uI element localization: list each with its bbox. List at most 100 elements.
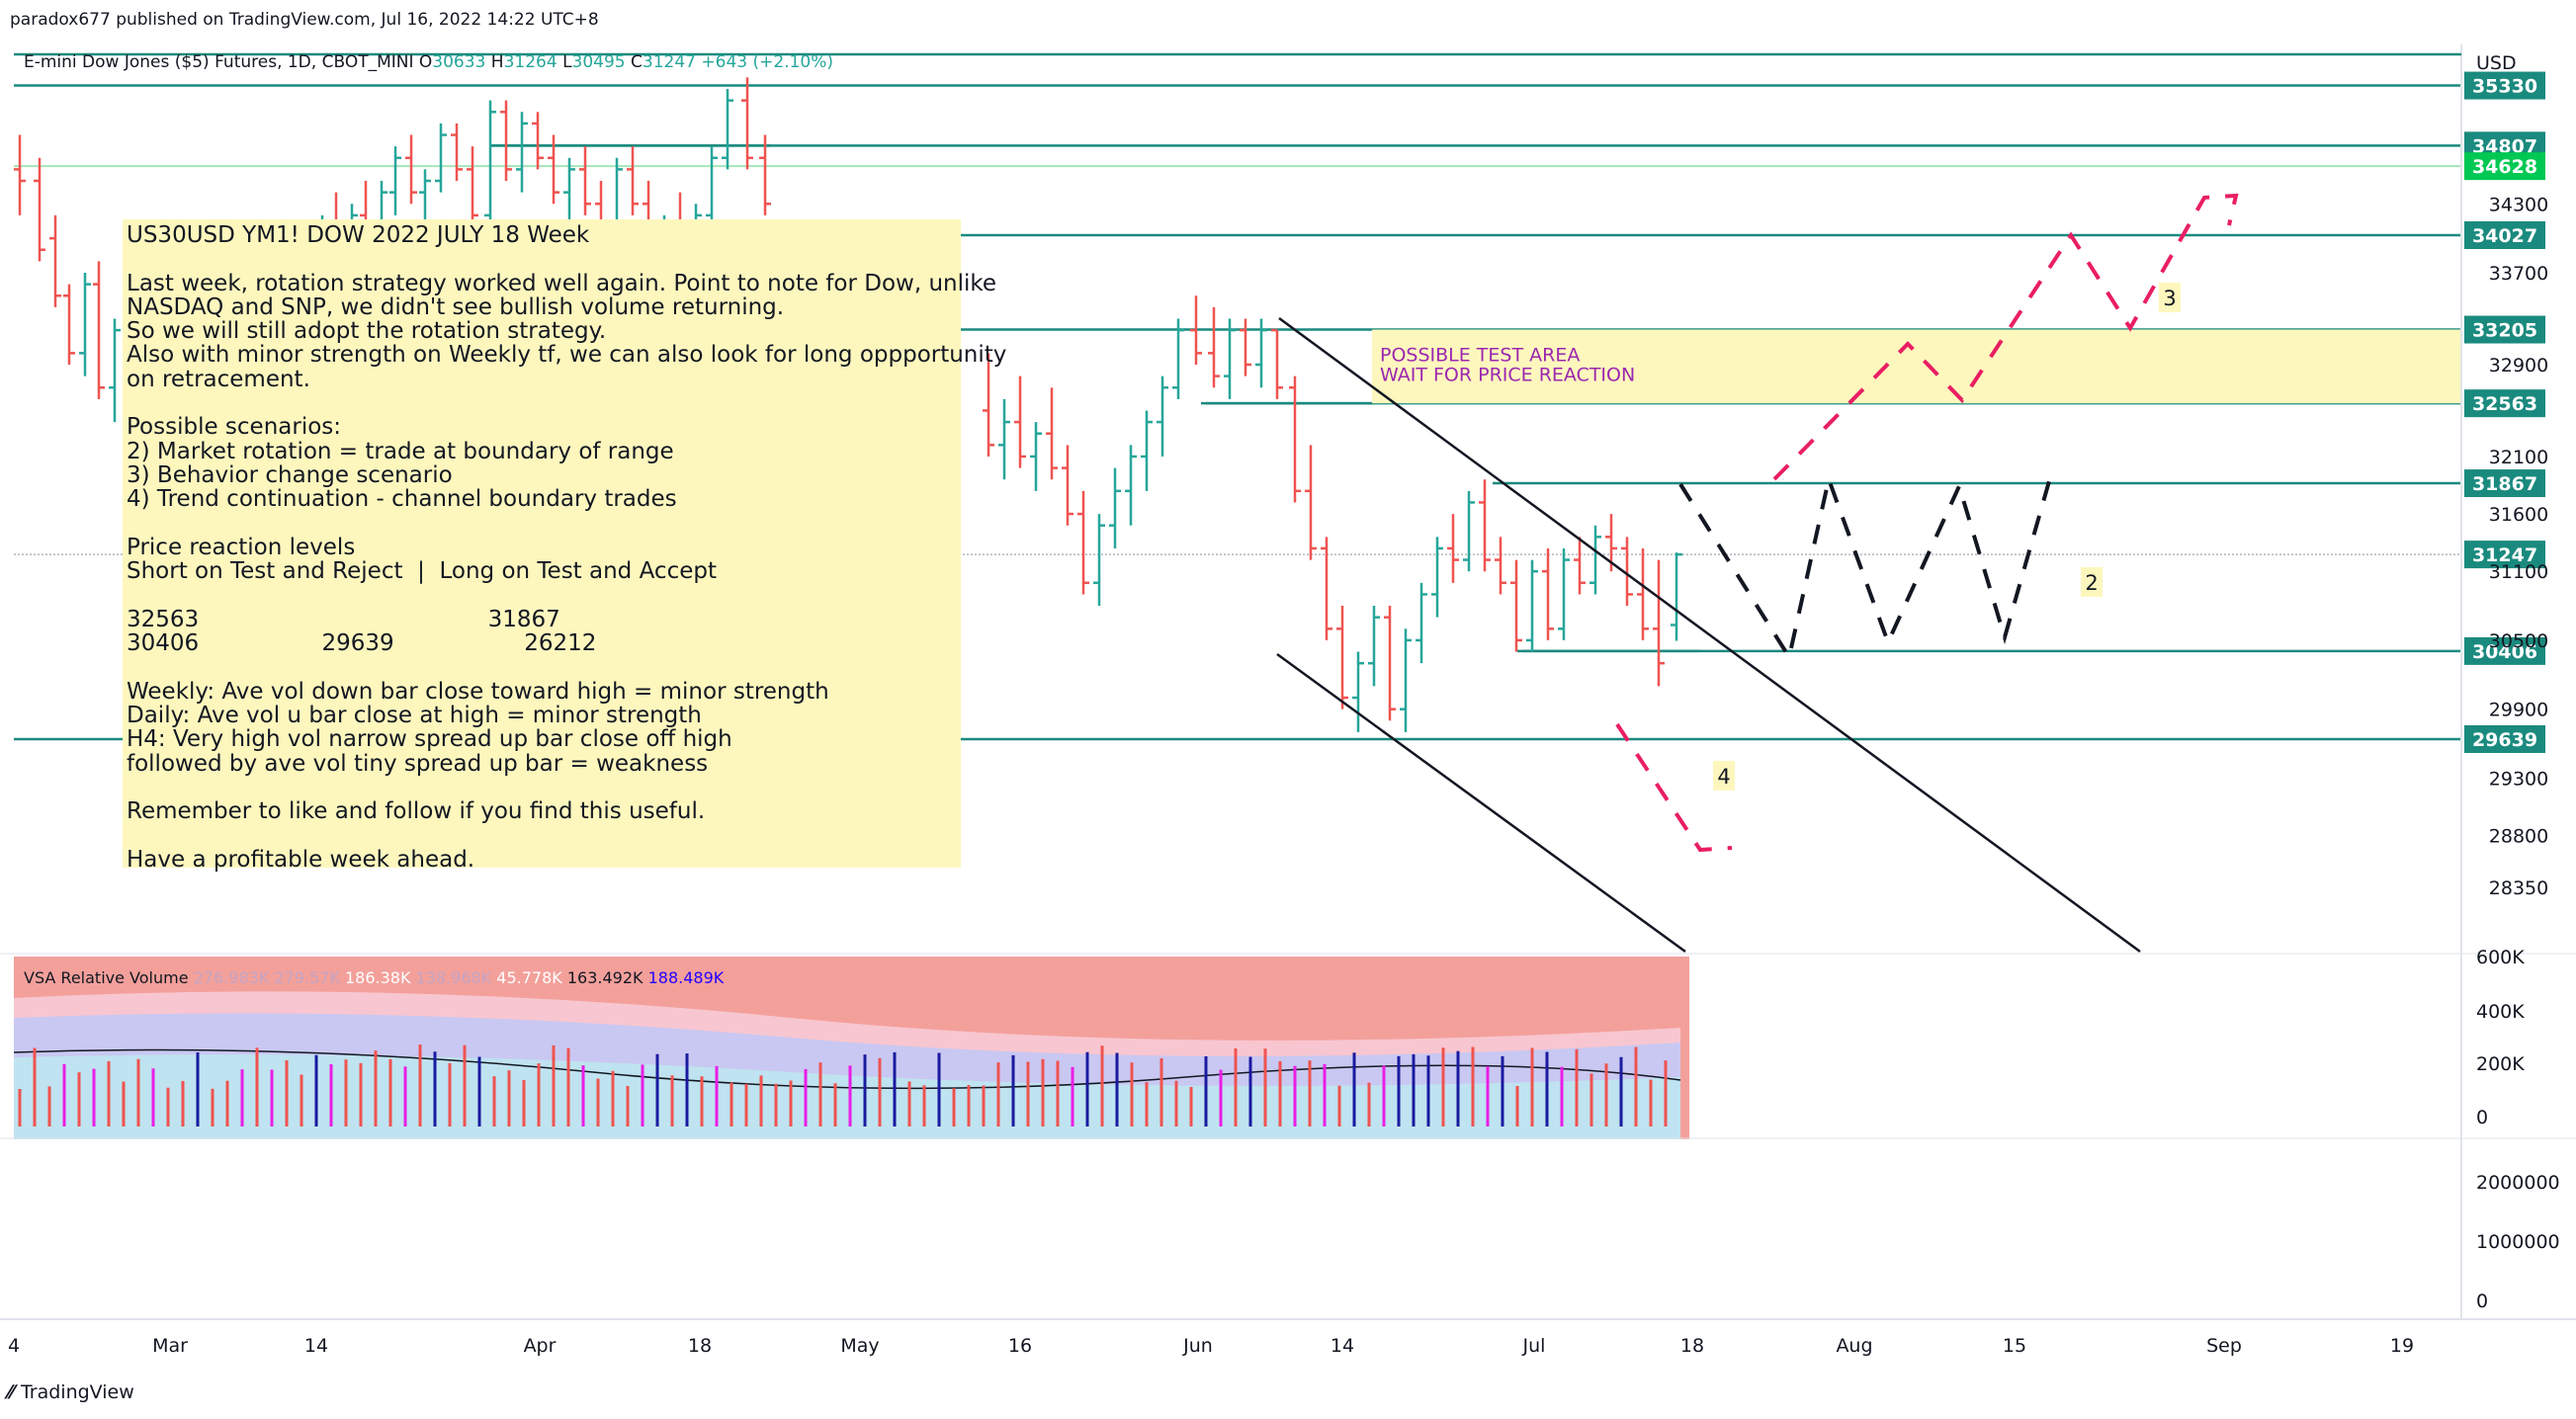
test-area-subtitle: WAIT FOR PRICE REACTION xyxy=(1380,365,1635,386)
scenario-2-path xyxy=(1678,471,2053,663)
price-level-label: 31247 xyxy=(2472,544,2537,566)
tradingview-footer[interactable]: ⁄⁄ TradingView xyxy=(8,1381,134,1403)
ohlc-bar xyxy=(1336,606,1348,710)
ohlc-bar xyxy=(1109,467,1121,548)
note-line: on retracement. xyxy=(127,366,310,392)
test-area-title: POSSIBLE TEST AREA xyxy=(1380,345,1580,367)
ohlc-bar xyxy=(1479,479,1491,572)
ohlc-bar xyxy=(998,398,1010,480)
price-level-badge xyxy=(2464,636,2545,665)
ohlc-bar xyxy=(451,123,463,182)
ohlc-bar xyxy=(484,100,496,227)
ohlc-bar xyxy=(1368,606,1380,687)
ohlc-bar xyxy=(1653,559,1665,687)
ohlc-bar xyxy=(389,146,401,215)
ohlc-bar xyxy=(79,273,91,376)
ohlc-bar xyxy=(1093,514,1105,607)
ohlc-bar xyxy=(1208,306,1220,388)
note-line: NASDAQ and SNP, we didn't see bullish vo… xyxy=(127,293,785,320)
ohlc-bar xyxy=(1671,552,1682,641)
volume-tick-label: 200K xyxy=(2476,1053,2525,1075)
note-line: Possible scenarios: xyxy=(127,414,342,441)
price-tick-label: 31100 xyxy=(2489,561,2548,583)
note-line xyxy=(127,583,961,607)
note-line: 4) Trend continuation - channel boundary… xyxy=(127,486,677,513)
price-level-label: 29639 xyxy=(2472,729,2537,751)
ohlc-bar xyxy=(1240,318,1251,376)
ohlc-bar xyxy=(706,146,718,227)
time-tick-label: 19 xyxy=(2390,1335,2414,1357)
ohlc-bar xyxy=(1510,559,1522,652)
ohlc-bar xyxy=(627,146,639,215)
ohlc-bar xyxy=(1190,295,1202,365)
time-tick-label: Jul xyxy=(1522,1335,1546,1357)
ohlc-bar xyxy=(1574,537,1586,595)
ohlc-bar xyxy=(1526,559,1538,652)
lower-tick-label: 1000000 xyxy=(2476,1231,2560,1253)
price-level-badge xyxy=(2464,469,2545,498)
ohlc-bar xyxy=(1157,376,1168,457)
note-line: Weekly: Ave vol down bar close toward hi… xyxy=(127,678,829,705)
ohlc-bar xyxy=(1224,318,1236,399)
ohlc-bar xyxy=(1321,537,1332,640)
price-level-label: 35330 xyxy=(2472,76,2537,98)
ohlc-bar xyxy=(1637,547,1649,640)
test-area-box xyxy=(1372,329,2461,404)
price-level-badge xyxy=(2464,725,2545,753)
ohlc-bar xyxy=(1384,606,1396,721)
symbol-title: E-mini Dow Jones ($5) Futures, 1D, CBOT_… xyxy=(24,52,833,72)
volume-tick-label: 400K xyxy=(2476,1001,2525,1023)
ohlc-bar xyxy=(1172,318,1184,399)
ohlc-bar xyxy=(1289,376,1301,503)
ohlc-bar xyxy=(1621,537,1633,607)
ohlc-bar xyxy=(1030,422,1042,491)
scenario-label: 2 xyxy=(2085,571,2098,595)
ohlc-bar xyxy=(983,353,994,457)
price-level-badge xyxy=(2464,71,2545,100)
trend-channel xyxy=(1276,316,2141,954)
note-line xyxy=(127,776,961,799)
ohlc-bar xyxy=(1400,628,1412,732)
time-tick-label: 18 xyxy=(1680,1335,1704,1357)
ohlc-bar xyxy=(516,112,528,193)
ohlc-bar xyxy=(14,134,26,215)
volume-tick-label: 600K xyxy=(2476,947,2525,968)
price-tick-label: 28350 xyxy=(2489,877,2548,899)
time-tick-label: 18 xyxy=(688,1335,712,1357)
scenario-label-bg xyxy=(2159,283,2181,312)
ohlc-bar xyxy=(1463,490,1475,572)
note-line xyxy=(127,655,961,679)
ohlc-bar xyxy=(49,214,61,307)
note-line: 2) Market rotation = trade at boundary o… xyxy=(127,438,674,464)
channel-lower-line xyxy=(1276,652,1686,954)
note-line: Short on Test and Reject | Long on Test … xyxy=(127,558,717,585)
ohlc-bar xyxy=(563,157,575,227)
price-tick-label: 28800 xyxy=(2489,826,2548,848)
volume-legend: VSA Relative Volume 276.983K 279.57K 186… xyxy=(24,968,725,987)
note-line xyxy=(127,391,961,415)
tradingview-logo-icon: ⁄⁄ xyxy=(8,1381,21,1403)
price-tick-label: 31600 xyxy=(2489,504,2548,526)
ohlc-bar xyxy=(467,146,478,227)
time-tick-label: 4 xyxy=(8,1335,20,1357)
ohlc-bar xyxy=(93,261,105,399)
price-level-label: 30406 xyxy=(2472,641,2537,663)
time-tick-label: Sep xyxy=(2206,1335,2242,1357)
ohlc-bar xyxy=(722,89,733,170)
ohlc-bar xyxy=(1271,328,1283,399)
price-level-label: 32563 xyxy=(2472,393,2537,415)
ohlc-bar xyxy=(1447,514,1459,583)
ohlc-bar xyxy=(1558,547,1570,640)
volume-panel: VSA Relative Volume 276.983K 279.57K 186… xyxy=(13,957,1689,1139)
ohlc-bar xyxy=(1431,537,1443,618)
note-line: Price reaction levels xyxy=(127,534,356,560)
price-level-badge xyxy=(2464,389,2545,418)
tradingview-brand: TradingView xyxy=(20,1381,134,1403)
ohlc-bar xyxy=(1046,387,1058,480)
publisher-line: paradox677 published on TradingView.com,… xyxy=(10,10,599,30)
ohlc-bar xyxy=(532,112,544,170)
lower-tick-label: 2000000 xyxy=(2476,1172,2560,1194)
time-tick-label: 16 xyxy=(1008,1335,1032,1357)
